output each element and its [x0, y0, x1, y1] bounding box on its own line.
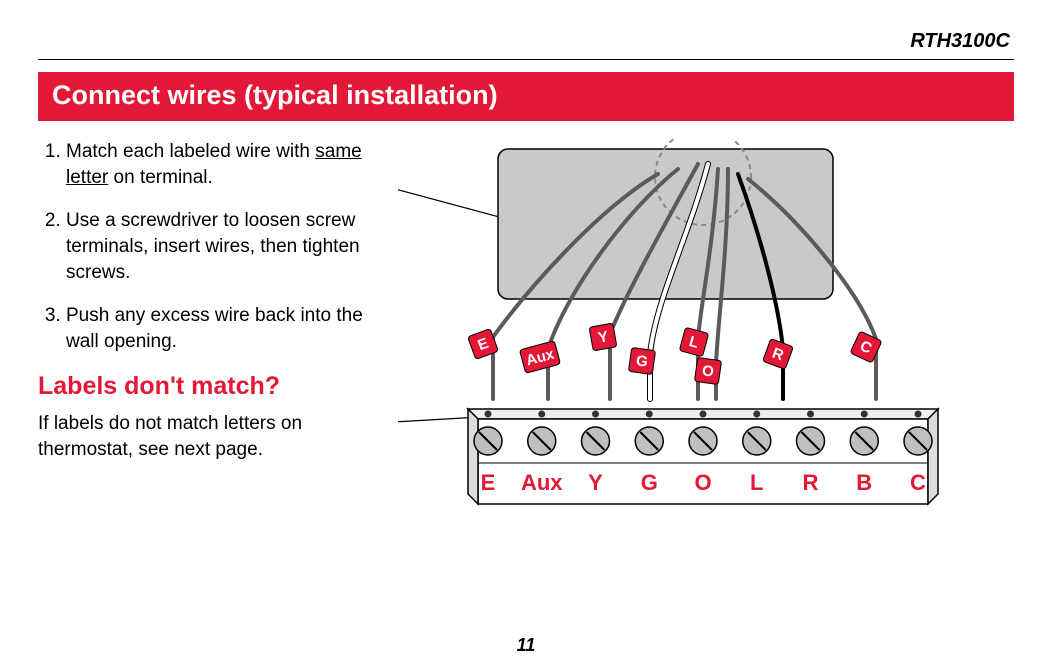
terminal-label: L	[750, 470, 763, 495]
text-column: Match each labeled wire with same letter…	[38, 139, 398, 463]
underlined-text: same letter	[66, 141, 362, 188]
svg-text:G: G	[635, 352, 649, 370]
wiring-diagram: EAuxYGLORCEAuxYGOLRBC	[398, 139, 1014, 559]
wire-hole-small	[592, 411, 599, 418]
wire-tag: G	[628, 347, 655, 374]
terminal-label: G	[641, 470, 658, 495]
terminal-label: Aux	[521, 470, 563, 495]
terminal-label: B	[856, 470, 872, 495]
model-number: RTH3100C	[38, 30, 1014, 53]
terminal-label: R	[803, 470, 819, 495]
step-item: Match each labeled wire with same letter…	[66, 139, 388, 190]
wire-hole-small	[915, 411, 922, 418]
note-text: If labels do not match letters on thermo…	[38, 411, 388, 462]
page-number: 11	[0, 635, 1052, 656]
wire-hole-small	[700, 411, 707, 418]
wire-tag: O	[694, 357, 721, 384]
diagram-column: EAuxYGLORCEAuxYGOLRBC	[398, 139, 1014, 463]
step-item: Use a screwdriver to loosen screw termin…	[66, 208, 388, 285]
wire-hole-small	[807, 411, 814, 418]
wire-tag: L	[679, 327, 708, 356]
wire-hole-small	[646, 411, 653, 418]
wire-hole-small	[538, 411, 545, 418]
manual-page: RTH3100C Connect wires (typical installa…	[38, 30, 1014, 463]
subheading: Labels don't match?	[38, 372, 388, 401]
section-heading: Connect wires (typical installation)	[38, 72, 1014, 121]
terminal-label: E	[481, 470, 496, 495]
wire-hole-small	[753, 411, 760, 418]
wire-hole-small	[861, 411, 868, 418]
wire-tag: Y	[589, 323, 617, 351]
terminal-label: C	[910, 470, 926, 495]
content-row: Match each labeled wire with same letter…	[38, 139, 1014, 463]
terminal-label: O	[694, 470, 711, 495]
wire-tag: Aux	[520, 341, 561, 373]
terminal-label: Y	[588, 470, 603, 495]
steps-list: Match each labeled wire with same letter…	[66, 139, 388, 354]
header-rule	[38, 59, 1014, 60]
wire-hole-small	[485, 411, 492, 418]
wire-tag: R	[763, 339, 794, 370]
step-item: Push any excess wire back into the wall …	[66, 303, 388, 354]
